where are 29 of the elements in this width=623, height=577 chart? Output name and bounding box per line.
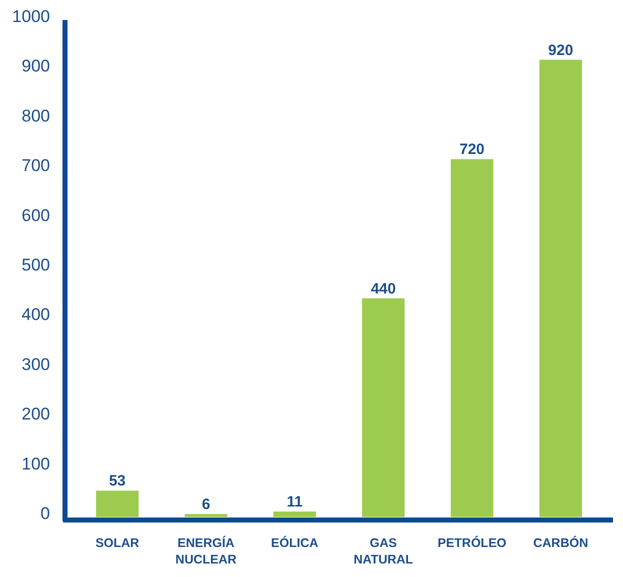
x-tick-label: CARBÓN bbox=[533, 535, 588, 550]
data-label: 920 bbox=[548, 42, 574, 59]
bar bbox=[273, 512, 316, 517]
data-label: 11 bbox=[286, 494, 303, 511]
bar bbox=[96, 490, 139, 517]
y-tick-label: 300 bbox=[22, 354, 50, 374]
x-tick-label: EÓLICA bbox=[271, 535, 318, 550]
data-label: 53 bbox=[108, 472, 126, 490]
y-tick-label: 200 bbox=[22, 404, 50, 424]
bar bbox=[539, 60, 582, 517]
y-tick-label: 1000 bbox=[12, 7, 50, 26]
x-tick-label: SOLAR bbox=[95, 536, 140, 550]
y-tick-label: 600 bbox=[22, 206, 50, 225]
y-tick-label: 400 bbox=[22, 305, 50, 324]
data-label: 440 bbox=[370, 280, 396, 298]
y-tick-label: 100 bbox=[22, 454, 50, 474]
bar bbox=[362, 298, 405, 517]
x-tick-label: GAS NATURAL bbox=[354, 536, 414, 566]
y-tick-label: 700 bbox=[22, 156, 50, 176]
x-tick-label: PETRÓLEO bbox=[438, 535, 507, 550]
y-tick-label: 0 bbox=[40, 504, 50, 524]
y-tick-label: 800 bbox=[22, 106, 50, 126]
bar bbox=[450, 159, 494, 517]
y-tick-label: 900 bbox=[22, 56, 50, 76]
y-tick-label: 500 bbox=[22, 256, 50, 275]
x-tick-label: ENERGÍA NUCLEAR bbox=[175, 535, 237, 566]
bar bbox=[184, 514, 228, 517]
data-label: 6 bbox=[202, 496, 210, 514]
data-label: 720 bbox=[459, 141, 485, 158]
